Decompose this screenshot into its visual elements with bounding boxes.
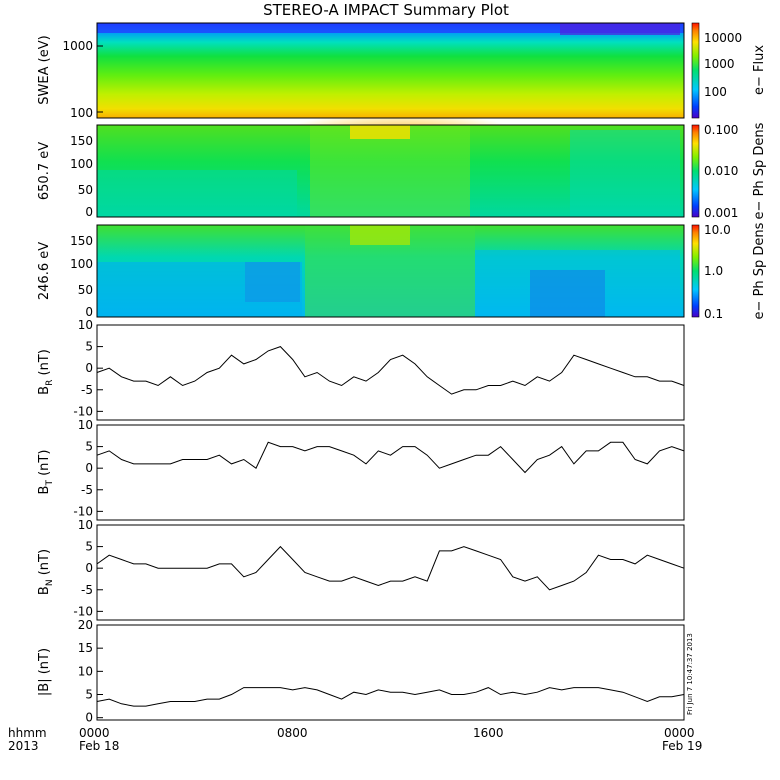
pad-246-cbar-tick: 0.1 [704, 307, 723, 321]
ytick-label: -5 [81, 483, 93, 497]
xtick-label: 0000 [79, 726, 110, 740]
bt-panel: BT (nT) 10 5 0 -5 -10 [37, 418, 685, 521]
pad-650-ytick: 150 [70, 134, 93, 148]
pad-650-panel: 650.7 eV 150 100 50 0 0.100 0.010 0.001 … [37, 122, 767, 220]
ytick-label: 15 [78, 641, 93, 655]
pad-246-patch [350, 225, 410, 245]
swea-ylabel: SWEA (eV) [37, 35, 52, 104]
pad-650-ylabel: 650.7 eV [37, 142, 52, 200]
br-ylabel: BR (nT) [37, 349, 55, 395]
time-axis: hhmm 2013 0000 Feb 18 0800 1600 0000 Feb… [8, 726, 702, 753]
bmag-series [96, 687, 685, 707]
pad-246-ytick: 100 [70, 257, 93, 271]
pad-246-cbar-tick: 1.0 [704, 264, 723, 278]
pad-246-ylabel: 246.6 eV [37, 242, 52, 300]
bn-frame [96, 524, 685, 621]
bt-series [96, 441, 685, 474]
pad-650-cbar-tick: 0.001 [704, 206, 738, 220]
year-label: 2013 [8, 739, 39, 753]
series-line [96, 346, 685, 395]
pad-650-patch [570, 130, 680, 217]
pad-650-cbar-tick: 0.010 [704, 164, 738, 178]
timestamp-stamp: Fri Jun 7 10:47:37 2013 [686, 633, 694, 715]
pad-650-colorbar [691, 124, 700, 218]
xtick-date: Feb 19 [662, 739, 702, 753]
bn-ylabel: BN (nT) [37, 549, 55, 595]
bn-panel: BN (nT) 10 5 0 -5 -10 [37, 518, 685, 621]
swea-cbar-label: e− Flux [752, 45, 767, 95]
ytick-label: 10 [78, 664, 93, 678]
ytick-label: 20 [78, 618, 93, 632]
bmag-frame [96, 624, 685, 721]
br-panel: BR (nT) 10 5 0 -5 -10 [37, 318, 685, 421]
bmag-ticks: 20 15 10 5 0 [78, 618, 103, 725]
br-frame [96, 324, 685, 421]
pad-650-patch [97, 170, 297, 217]
bn-series [96, 545, 685, 591]
bmag-ylabel: |B| (nT) [37, 648, 52, 696]
swea-ytick-1000: 1000 [62, 39, 93, 53]
pad-650-patch [350, 125, 410, 139]
ytick-label: -10 [73, 504, 93, 518]
swea-top-band [97, 23, 684, 33]
ytick-label: 0 [85, 361, 93, 375]
pad-246-frame [96, 224, 685, 318]
ytick-label: 10 [78, 518, 93, 532]
ytick-label: -5 [81, 583, 93, 597]
series-line [96, 687, 685, 707]
pad-246-cbar-label: e− Ph Sp Dens [752, 222, 767, 319]
pad-246-colorbar [691, 224, 700, 318]
fmt-label: hhmm [8, 726, 47, 740]
ytick-label: -10 [73, 604, 93, 618]
ytick-label: 5 [85, 540, 93, 554]
pad-650-patch [310, 125, 470, 217]
pad-650-ytick: 50 [78, 183, 93, 197]
bmag-panel: |B| (nT) 20 15 10 5 0 Fri Jun 7 10:47:37 201… [37, 618, 694, 725]
bt-ticks: 10 5 0 -5 -10 [73, 418, 103, 518]
ytick-label: 0 [85, 561, 93, 575]
swea-ytick-100: 100 [70, 106, 93, 120]
swea-spectrogram-panel: SWEA (eV) 1000 100 10000 1000 100 e− Flu… [37, 22, 767, 152]
xtick-label: 0000 [664, 726, 695, 740]
swea-colorbar [691, 22, 700, 119]
pad-246-ytick: 50 [78, 283, 93, 297]
swea-cbar-tick: 100 [704, 85, 727, 99]
ytick-label: 5 [85, 688, 93, 702]
pad-650-cbar-tick: 0.100 [704, 123, 738, 137]
br-ticks: 10 5 0 -5 -10 [73, 318, 103, 418]
pad-246-patch [245, 262, 300, 302]
pad-246-ytick: 0 [85, 305, 93, 319]
pad-246-cbar-tick: 10.0 [704, 223, 731, 237]
bn-ticks: 10 5 0 -5 -10 [73, 518, 103, 618]
pad-246-patch [530, 270, 605, 317]
bt-frame [96, 424, 685, 521]
ytick-label: 0 [85, 461, 93, 475]
swea-cbar-tick: 10000 [704, 31, 742, 45]
swea-frame [96, 22, 685, 119]
ytick-label: 5 [85, 340, 93, 354]
pad-650-frame [96, 124, 685, 218]
br-series [96, 346, 685, 395]
xtick-date: Feb 18 [79, 739, 119, 753]
ytick-label: 10 [78, 418, 93, 432]
pad-246-panel: 246.6 eV 150 100 50 0 10.0 1.0 0.1 e− Ph… [37, 222, 767, 321]
ytick-label: 0 [85, 711, 93, 725]
xtick-label: 0800 [277, 726, 308, 740]
ytick-label: 10 [78, 318, 93, 332]
figure-title: STEREO-A IMPACT Summary Plot [263, 1, 509, 19]
ytick-label: 5 [85, 440, 93, 454]
series-line [96, 441, 685, 474]
pad-246-ytick: 150 [70, 234, 93, 248]
pad-650-ytick: 100 [70, 157, 93, 171]
pad-650-cbar-label: e− Ph Sp Dens [752, 122, 767, 219]
pad-650-ytick: 0 [85, 205, 93, 219]
series-line [96, 545, 685, 591]
swea-purple-patch [560, 23, 680, 35]
ytick-label: -5 [81, 383, 93, 397]
ytick-label: -10 [73, 404, 93, 418]
xtick-label: 1600 [473, 726, 504, 740]
bt-ylabel: BT (nT) [37, 450, 55, 495]
swea-cbar-tick: 1000 [704, 57, 735, 71]
